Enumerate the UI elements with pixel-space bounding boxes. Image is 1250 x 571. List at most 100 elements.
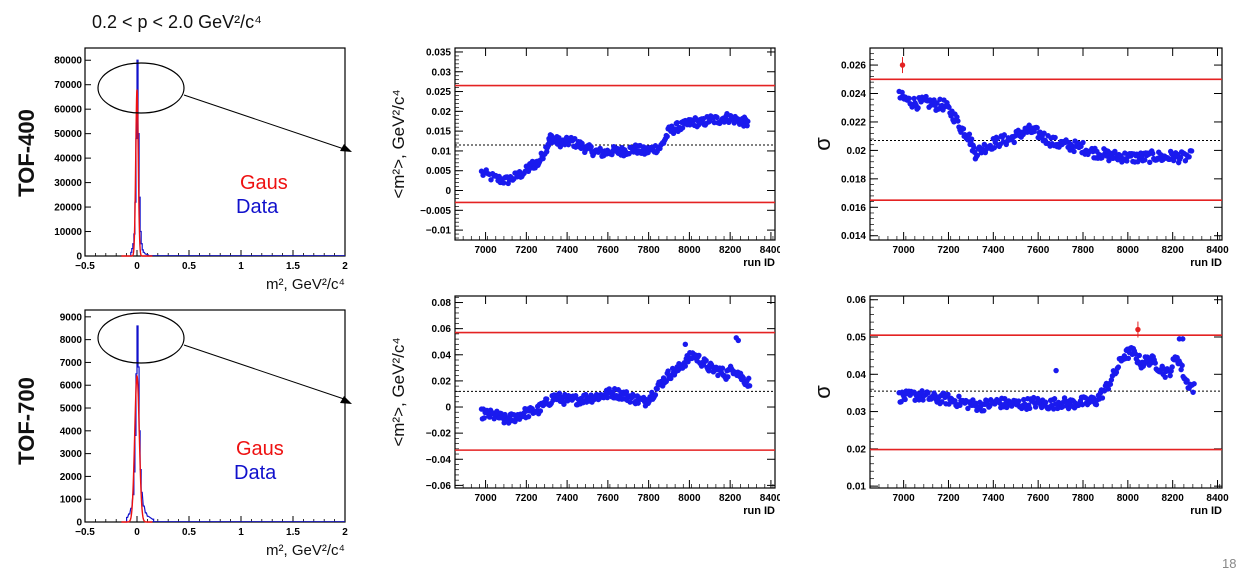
data-point (588, 144, 594, 150)
y-tick-label: 0.015 (426, 127, 451, 138)
data-point (911, 95, 917, 102)
y-tick-label: 0.022 (841, 117, 866, 128)
outlier-point (1135, 326, 1141, 333)
data-point (744, 122, 750, 129)
data-point (1179, 362, 1185, 369)
x-tick-label: 2 (342, 261, 348, 272)
y-tick-label: 0.018 (841, 174, 866, 185)
y-tick-label: 0.02 (847, 146, 867, 157)
y-tick-label: 50000 (54, 129, 82, 140)
y-tick-label: −0.06 (426, 481, 452, 492)
data-point (920, 397, 926, 403)
y-tick-label: 9000 (60, 312, 83, 323)
data-point (525, 413, 532, 420)
data-point (654, 386, 660, 392)
data-point (934, 100, 940, 106)
x-tick-label: 7800 (638, 245, 661, 256)
y-tick-label: 3000 (60, 449, 83, 460)
data-point (537, 408, 544, 414)
y-tick-label: 0.06 (432, 324, 452, 335)
data-point (1169, 364, 1175, 370)
data-point (500, 180, 507, 186)
x-tick-label: 1 (238, 527, 244, 538)
zoom-arrowhead-tof700 (340, 396, 352, 404)
data-point (1001, 132, 1007, 138)
data-point (1071, 148, 1077, 155)
data-point (1188, 148, 1195, 154)
x-tick-label: 0 (134, 527, 140, 538)
y-tick-label: 60000 (54, 105, 82, 116)
y-tick-label: −0.01 (426, 226, 452, 237)
y-tick-label: 70000 (54, 80, 82, 91)
x-axis-label: run ID (1190, 257, 1222, 269)
data-point (664, 133, 670, 140)
data-point (971, 144, 977, 151)
x-tick-label: 8400 (760, 493, 780, 504)
data-point (906, 95, 912, 102)
momentum-range-title: 0.2 < p < 2.0 GeV²/c⁴ (92, 12, 262, 32)
y-tick-label: 0.02 (432, 376, 452, 387)
x-tick-label: −0.5 (75, 261, 95, 272)
data-point (561, 401, 567, 407)
x-axis-label: m², GeV²/c⁴ (266, 542, 345, 559)
x-tick-label: 8000 (678, 493, 701, 504)
plot-frame (454, 47, 776, 241)
data-point (945, 391, 951, 398)
gaus-fit-curve (121, 373, 153, 523)
x-axis-label: m², GeV²/c⁴ (266, 276, 345, 293)
x-tick-label: 8200 (1162, 245, 1185, 256)
x-tick-label: 8400 (760, 245, 780, 256)
data-point (1090, 395, 1097, 401)
data-point (604, 394, 611, 401)
y-tick-label: 0 (445, 403, 451, 414)
x-tick-label: 7200 (515, 493, 538, 504)
data-point (696, 352, 702, 359)
data-point (652, 392, 659, 398)
y-axis-label: <m²>, GeV²/c⁴ (389, 337, 408, 446)
data-point (1191, 381, 1197, 387)
data-point (623, 389, 630, 395)
plot-frame (454, 295, 776, 489)
data-point (974, 152, 981, 159)
x-tick-label: 7400 (982, 493, 1005, 504)
y-tick-label: 5000 (60, 404, 83, 415)
zoom-arrowhead-tof400 (340, 144, 352, 152)
y-tick-label: −0.02 (426, 429, 452, 440)
data-point (746, 375, 752, 382)
data-point (1050, 406, 1057, 412)
x-tick-label: 8000 (1117, 493, 1140, 504)
data-point (682, 341, 689, 348)
x-tick-label: 7600 (597, 245, 620, 256)
x-tick-label: 8000 (1117, 245, 1140, 256)
data-point (703, 357, 709, 364)
data-point (1184, 377, 1190, 384)
x-axis-label: run ID (1190, 505, 1222, 517)
data-point (981, 407, 987, 414)
data-point (960, 126, 967, 132)
data-point (1052, 134, 1058, 141)
data-point (1107, 381, 1114, 387)
y-tick-label: 0.025 (426, 87, 451, 98)
data-point (1152, 360, 1158, 366)
data-point (679, 125, 686, 131)
data-point (1186, 154, 1192, 160)
x-tick-label: 7000 (474, 245, 497, 256)
x-tick-label: 0 (134, 261, 140, 272)
x-tick-label: 7400 (556, 493, 579, 504)
x-tick-label: 1.5 (286, 527, 300, 538)
data-point (488, 177, 494, 183)
y-tick-label: 0.005 (426, 166, 451, 177)
data-point (1178, 366, 1184, 373)
mean-m2-vs-run-tof700: −0.06 −0.04 −0.02 0 0.02 0.04 0.06 0.08 7000 7200… (389, 295, 780, 517)
y-tick-label: 0.01 (432, 146, 452, 157)
data-point (544, 396, 550, 402)
y-tick-label: 10000 (54, 227, 82, 238)
data-point (1026, 122, 1032, 128)
data-point (955, 118, 961, 124)
data-point (1177, 154, 1184, 161)
data-point (1190, 389, 1196, 395)
data-point (706, 368, 712, 374)
data-point (1051, 396, 1058, 402)
data-point (735, 337, 742, 344)
x-tick-label: 8400 (1206, 245, 1229, 256)
